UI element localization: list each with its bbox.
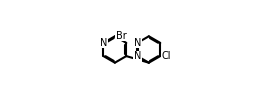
Text: O: O — [134, 54, 141, 64]
Text: Cl: Cl — [161, 51, 171, 61]
Text: N: N — [134, 38, 141, 48]
Text: Br: Br — [116, 31, 126, 41]
Text: N: N — [100, 38, 107, 48]
Text: N: N — [134, 51, 141, 61]
